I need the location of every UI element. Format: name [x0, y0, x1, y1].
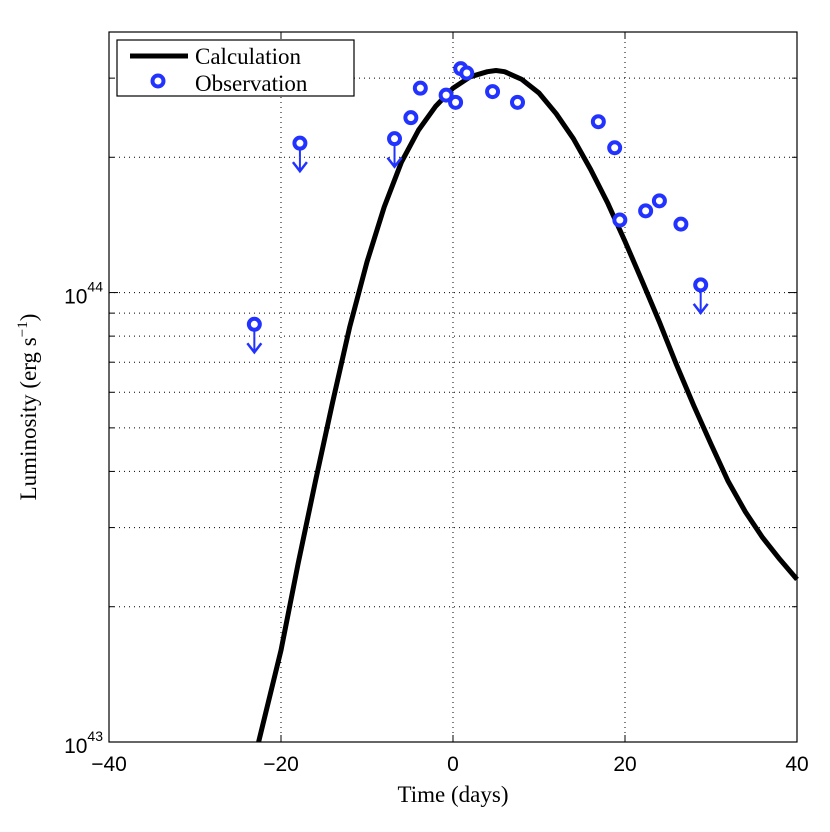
- observation-point: [459, 65, 475, 81]
- data-layer: [246, 61, 799, 743]
- observation-point: [673, 216, 689, 232]
- observation-point: [438, 87, 454, 103]
- y-tick-label: 1044: [64, 279, 103, 309]
- upper-limit-arrow-head: [291, 161, 308, 174]
- x-tick-label: −40: [91, 753, 127, 776]
- upper-limit-arrow-head: [246, 342, 263, 355]
- observation-point: [651, 193, 667, 209]
- legend-observation-label: Observation: [195, 71, 308, 96]
- legend-calculation-label: Calculation: [195, 44, 302, 69]
- observation-point: [412, 80, 428, 96]
- upper-limit-arrow-head: [692, 303, 709, 315]
- y-tick-label-exponent: 44: [87, 279, 103, 295]
- calculation-curve: [256, 68, 799, 743]
- legend: Calculation Observation: [116, 39, 355, 97]
- y-axis-title-exponent: −1: [15, 321, 31, 337]
- grid-layer: [109, 32, 797, 742]
- x-tick-label: 0: [447, 753, 459, 776]
- observation-point: [448, 94, 464, 110]
- y-axis-title: Luminosity (erg s−1): [15, 314, 41, 501]
- observation-point: [607, 140, 623, 156]
- observation-point: [403, 110, 419, 126]
- observation-point: [510, 94, 525, 110]
- y-axis-title-close: ): [16, 314, 41, 322]
- x-tick-label: −20: [263, 753, 299, 776]
- observation-point: [246, 316, 262, 332]
- plot-frame: [108, 31, 798, 743]
- y-tick-label-base: 10: [64, 735, 87, 758]
- y-tick-label: 1043: [64, 728, 103, 758]
- observation-point: [590, 114, 606, 130]
- observation-point: [693, 277, 709, 293]
- legend-observation-swatch: [150, 73, 166, 89]
- x-axis-title: Time (days): [398, 782, 509, 807]
- y-axis-title-main: Luminosity (erg s: [16, 337, 41, 500]
- observation-point: [292, 135, 308, 151]
- y-tick-label-base: 10: [64, 286, 87, 309]
- upper-limit-arrow-head: [386, 156, 403, 169]
- y-tick-label-exponent: 43: [87, 728, 103, 744]
- observation-point: [638, 203, 654, 219]
- x-tick-label: 40: [785, 753, 808, 776]
- x-tick-label: 20: [613, 753, 636, 776]
- observation-point: [387, 131, 403, 147]
- observation-point: [485, 84, 501, 100]
- observation-point: [612, 212, 628, 228]
